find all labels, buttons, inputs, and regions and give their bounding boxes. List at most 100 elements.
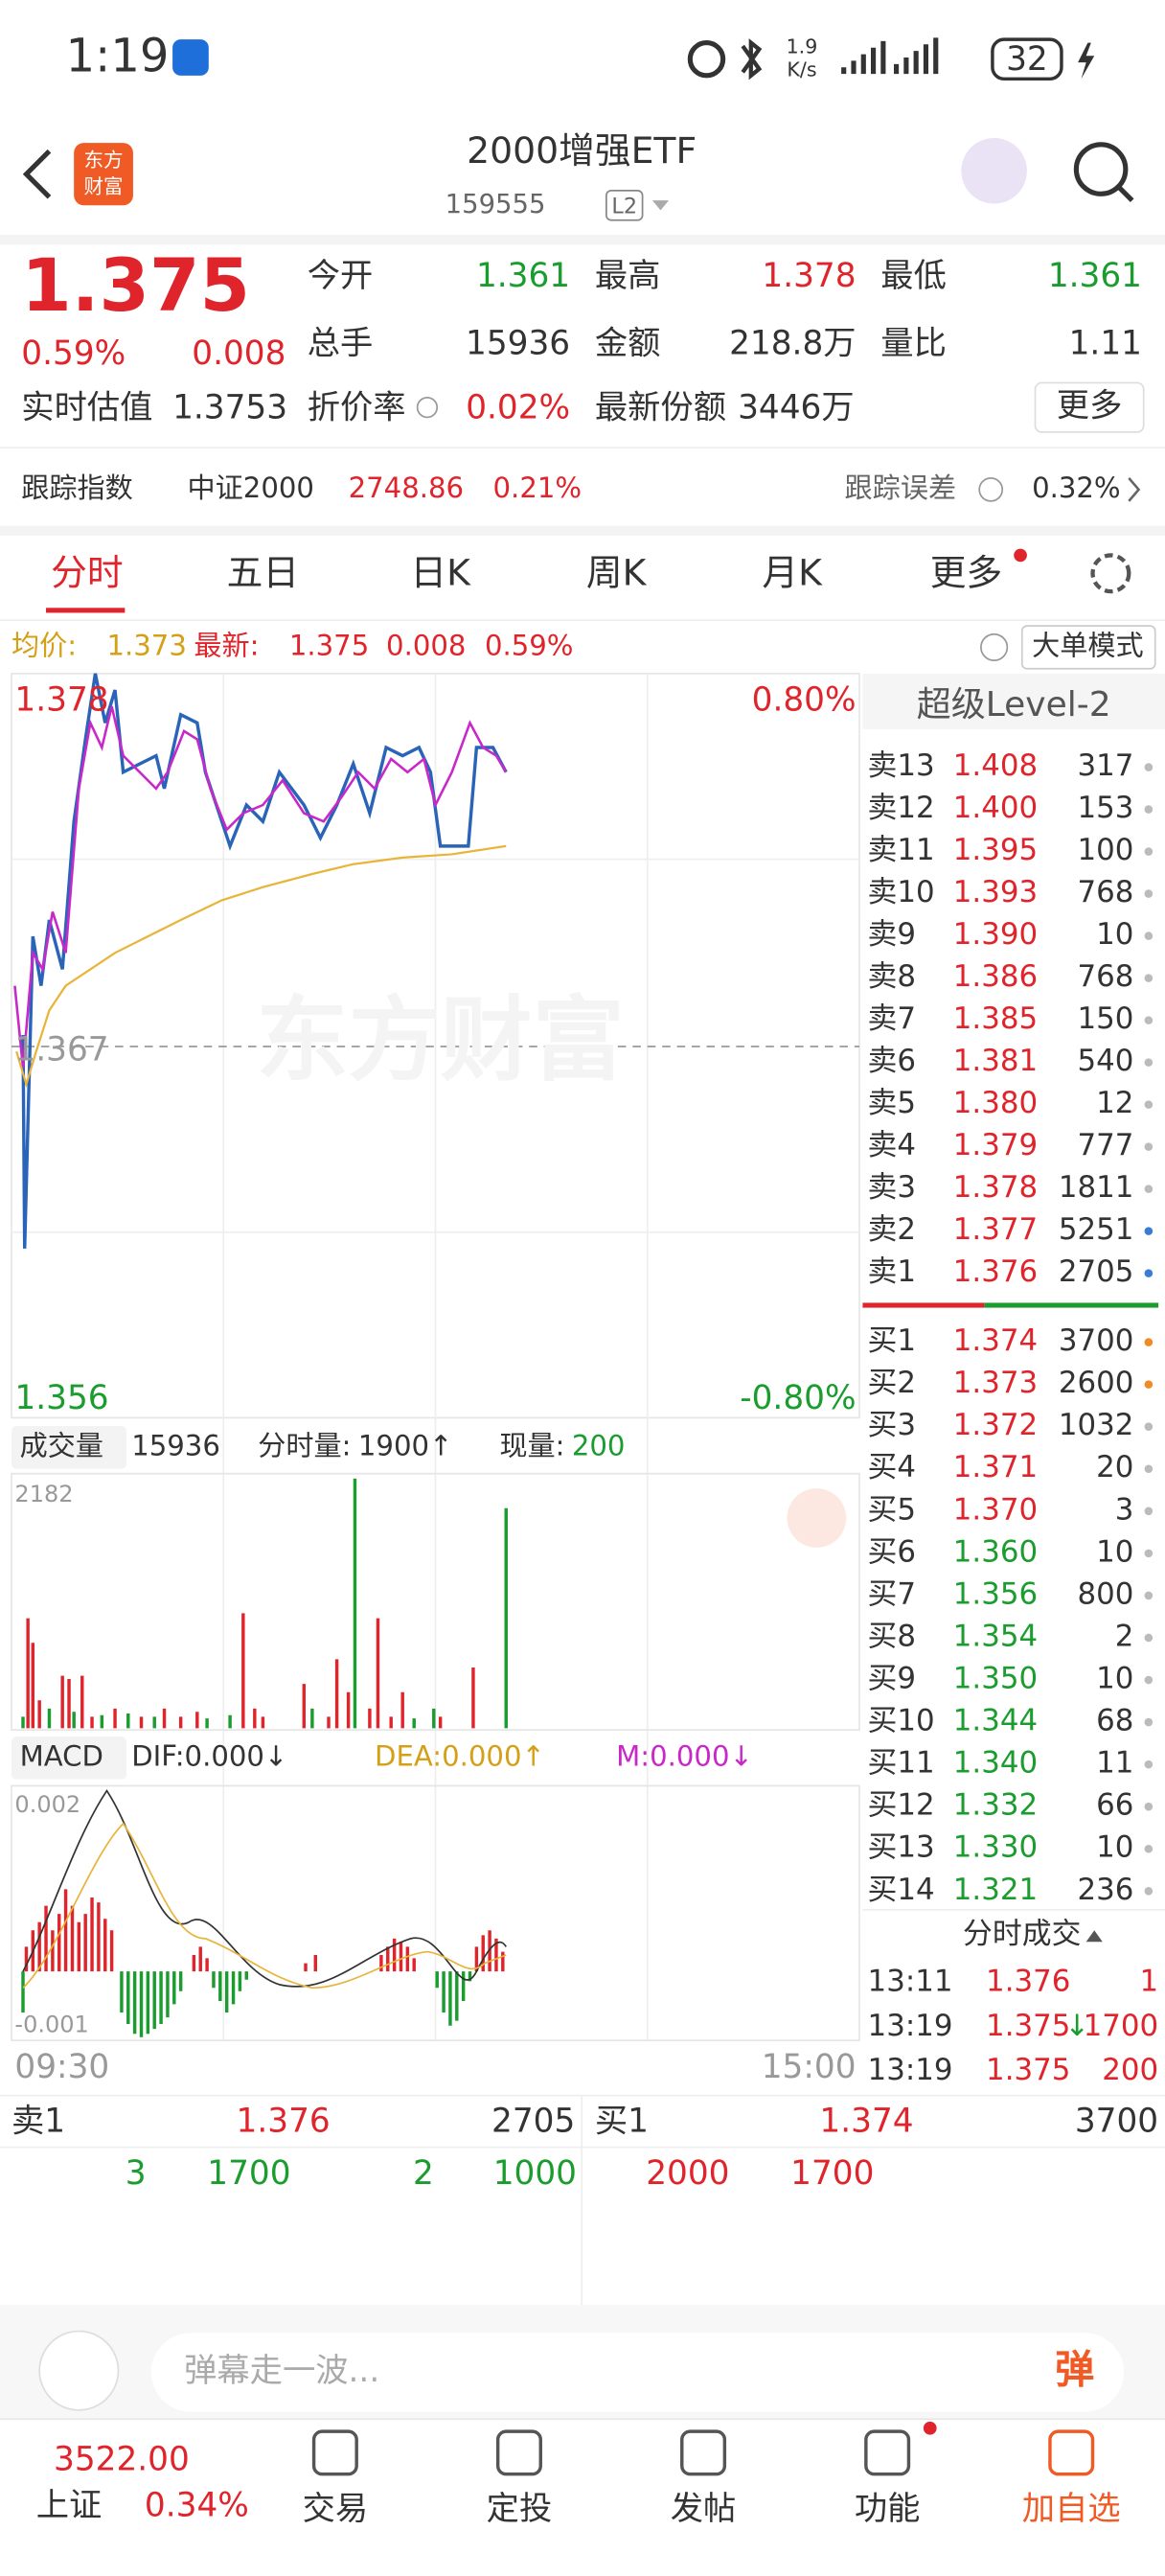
book-price: 1.350 (953, 1662, 1038, 1696)
collapse-icon[interactable] (1085, 1930, 1103, 1943)
watermark: 东方财富 (257, 986, 625, 1093)
search-button[interactable] (1073, 142, 1129, 196)
book-volume: 3700 (1059, 1323, 1134, 1358)
trades-title: 分时成交 (963, 1917, 1081, 1951)
volume-down-bars (21, 1478, 508, 1729)
assistant-avatar[interactable] (961, 138, 1027, 204)
book-label: 买4 (868, 1450, 917, 1484)
indicator-select[interactable] (11, 1426, 127, 1469)
level2-title: 超级Level-2 (917, 685, 1111, 724)
expand-button[interactable] (787, 1488, 847, 1548)
book-price: 1.393 (953, 875, 1038, 909)
book-volume: 150 (1077, 1001, 1133, 1036)
book-dot (1144, 1338, 1154, 1346)
divider (0, 235, 1165, 245)
book-volume: 2600 (1059, 1366, 1134, 1400)
time-start: 09:30 (14, 2048, 109, 2086)
book-label: 卖7 (868, 1001, 917, 1036)
stat-label: 今开 (308, 257, 374, 295)
book-price: 1.354 (953, 1619, 1038, 1653)
tab[interactable]: 更多 (930, 552, 1002, 594)
y-low-pct: -0.80% (740, 1379, 856, 1417)
book-price: 1.332 (953, 1788, 1038, 1823)
search-handle (1117, 185, 1134, 202)
book-price: 1.385 (953, 1001, 1038, 1036)
logo (74, 143, 133, 206)
macd-up-bars (24, 1889, 505, 1972)
trade-arrow: ↓ (1064, 2009, 1089, 2043)
nav-item[interactable]: 加自选 (1022, 2490, 1121, 2528)
settings-button[interactable] (1090, 553, 1131, 594)
book-label: 卖8 (868, 959, 917, 994)
comment-button[interactable]: 弹 (1055, 2346, 1094, 2392)
more-button[interactable] (1034, 381, 1145, 433)
book-volume: 11 (1096, 1746, 1133, 1781)
book-price: 1.377 (953, 1212, 1038, 1247)
info-icon[interactable] (978, 477, 1004, 502)
book-volume: 800 (1077, 1576, 1133, 1611)
info-icon[interactable] (416, 396, 439, 419)
book-label: 买3 (868, 1408, 917, 1442)
ask-order: 3 (126, 2154, 147, 2193)
tab[interactable]: 日K (410, 552, 471, 594)
order-bid-label: 买1 (595, 2102, 649, 2140)
book-dot (1144, 1760, 1154, 1769)
nav-item[interactable]: 发帖 (671, 2490, 737, 2528)
book-label: 买6 (868, 1534, 917, 1569)
nav-icon[interactable] (864, 2429, 911, 2476)
comment-input[interactable] (150, 2333, 1125, 2412)
y-mid: 1.367 (14, 1031, 108, 1070)
more-text: 更多 (1057, 387, 1123, 426)
now-value: 200 (572, 1429, 626, 1461)
back-button[interactable] (22, 149, 52, 199)
book-label: 买2 (868, 1366, 917, 1400)
book-price: 1.356 (953, 1576, 1038, 1611)
danmaku-settings[interactable] (38, 2330, 120, 2411)
tab-underline (46, 608, 126, 613)
mode-button[interactable] (1020, 625, 1156, 670)
battery (991, 37, 1063, 80)
book-volume: 153 (1077, 791, 1133, 825)
book-price: 1.374 (953, 1323, 1038, 1358)
book-price: 1.395 (953, 833, 1038, 867)
book-dot (1144, 1227, 1154, 1235)
nav-icon[interactable] (495, 2429, 542, 2476)
tab[interactable]: 周K (586, 552, 648, 594)
trade-time: 13:19 (868, 2053, 953, 2087)
divider (0, 2418, 1165, 2421)
y-low: 1.356 (14, 1379, 108, 1417)
minute-label: 分时量: (258, 1429, 351, 1461)
book-dot (1144, 1887, 1154, 1896)
shares-value: 3446万 (738, 388, 855, 426)
macd-dif: DIF:0.000↓ (131, 1739, 287, 1772)
change: 0.008 (192, 334, 286, 373)
nav-icon[interactable] (1048, 2429, 1095, 2476)
nav-item[interactable]: 定投 (487, 2490, 553, 2528)
avg-value: 1.373 (106, 629, 186, 661)
macd-down-bars (21, 1971, 472, 2037)
now-label: 现量: (499, 1429, 564, 1461)
avg-price-line (15, 844, 507, 1089)
book-price: 1.330 (953, 1830, 1038, 1865)
trade-volume: 1 (1139, 1965, 1158, 1999)
nav-item[interactable]: 功能 (855, 2490, 921, 2528)
book-label: 卖2 (868, 1212, 917, 1247)
tab[interactable]: 分时 (51, 552, 123, 594)
macd-bottom: -0.001 (14, 2012, 88, 2038)
book-volume: 10 (1096, 1662, 1133, 1696)
tab[interactable]: 月K (762, 552, 823, 594)
help-icon[interactable] (980, 632, 1009, 661)
book-volume: 66 (1096, 1788, 1133, 1823)
indicator-select[interactable] (11, 1736, 127, 1780)
last-change: 0.008 (386, 629, 466, 661)
nav-item[interactable]: 交易 (303, 2490, 369, 2528)
book-label: 买10 (868, 1704, 935, 1738)
macd-top: 0.002 (14, 1791, 80, 1818)
discount-value: 0.02% (466, 388, 570, 426)
nav-icon[interactable] (311, 2429, 358, 2476)
nav-icon[interactable] (680, 2429, 727, 2476)
book-dot (1144, 1717, 1154, 1727)
dropdown-icon[interactable] (651, 200, 670, 211)
tab[interactable]: 五日 (227, 552, 299, 594)
ratio-bar-ask (862, 1302, 985, 1308)
